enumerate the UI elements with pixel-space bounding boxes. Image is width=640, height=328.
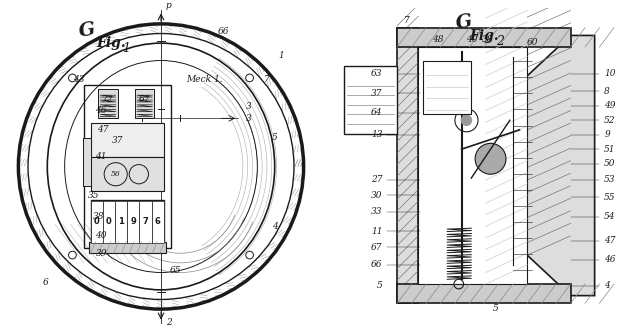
Bar <box>84 85 171 248</box>
Bar <box>91 201 103 243</box>
Text: 7: 7 <box>264 75 270 84</box>
Text: 5: 5 <box>272 133 278 142</box>
Text: 50: 50 <box>604 159 616 168</box>
Text: G: G <box>77 21 97 41</box>
Bar <box>419 47 527 284</box>
Bar <box>91 157 164 191</box>
Text: 47: 47 <box>97 125 109 134</box>
Text: 53: 53 <box>604 175 616 184</box>
Text: 37: 37 <box>112 136 124 145</box>
Text: 43: 43 <box>74 75 85 84</box>
Text: 38: 38 <box>93 212 104 221</box>
Bar <box>152 201 164 243</box>
Text: 2: 2 <box>497 35 504 48</box>
Text: 0: 0 <box>106 217 112 226</box>
Text: 2: 2 <box>166 318 172 327</box>
Bar <box>140 201 152 243</box>
Text: 1: 1 <box>118 217 124 226</box>
Text: 6: 6 <box>155 217 161 226</box>
Text: 66: 66 <box>371 260 383 269</box>
Text: 63: 63 <box>371 70 383 78</box>
Text: 6: 6 <box>42 277 48 287</box>
Text: 10: 10 <box>604 70 616 78</box>
Text: 67: 67 <box>371 243 383 252</box>
Text: 56: 56 <box>111 170 120 178</box>
Text: 33: 33 <box>371 207 383 216</box>
Text: 5: 5 <box>493 304 499 313</box>
Text: 72: 72 <box>102 94 114 104</box>
Text: 54: 54 <box>604 212 616 221</box>
Text: 7: 7 <box>404 15 410 25</box>
Bar <box>135 90 154 118</box>
Text: 47: 47 <box>604 236 616 245</box>
Bar <box>83 137 91 186</box>
Text: 4: 4 <box>272 222 278 231</box>
Text: 39: 39 <box>95 249 107 258</box>
Text: 13: 13 <box>371 130 383 139</box>
Text: 7: 7 <box>143 217 148 226</box>
Text: G: G <box>455 12 474 33</box>
Text: 46: 46 <box>95 106 107 115</box>
Text: 9: 9 <box>131 217 136 226</box>
Bar <box>397 28 419 303</box>
Text: 35: 35 <box>88 191 99 200</box>
Text: 64: 64 <box>371 108 383 117</box>
Text: 46: 46 <box>604 256 616 264</box>
Bar <box>115 201 127 243</box>
Text: 40: 40 <box>95 231 107 240</box>
Text: 55: 55 <box>604 193 616 202</box>
Bar <box>89 242 166 253</box>
Text: 9: 9 <box>604 130 610 139</box>
Bar <box>91 123 164 157</box>
Circle shape <box>461 114 472 126</box>
Bar <box>397 284 570 303</box>
Text: 41: 41 <box>95 153 107 161</box>
Text: 38: 38 <box>482 35 493 44</box>
Text: 65: 65 <box>170 266 181 275</box>
Text: 0: 0 <box>94 217 100 226</box>
Bar <box>397 28 570 47</box>
Bar <box>103 201 115 243</box>
Bar <box>344 66 397 134</box>
Text: 40: 40 <box>465 35 477 44</box>
Circle shape <box>475 143 506 174</box>
Text: Fig.: Fig. <box>469 29 499 43</box>
Text: p: p <box>166 1 172 10</box>
Text: 30: 30 <box>371 191 383 200</box>
Bar <box>99 90 118 118</box>
Text: 49: 49 <box>604 101 616 110</box>
Text: 3: 3 <box>246 102 252 111</box>
Bar <box>423 61 471 114</box>
Text: Meck 1.: Meck 1. <box>186 75 223 84</box>
Text: Fig.: Fig. <box>97 36 126 50</box>
Text: 3: 3 <box>246 114 252 123</box>
Text: 60: 60 <box>526 38 538 47</box>
Text: 5: 5 <box>377 281 383 291</box>
Text: 48: 48 <box>432 35 444 44</box>
Text: 51: 51 <box>604 145 616 154</box>
Text: 8: 8 <box>604 87 610 96</box>
Text: 27: 27 <box>371 175 383 184</box>
Text: 1: 1 <box>278 51 284 60</box>
Text: 67: 67 <box>139 94 150 104</box>
Text: 1: 1 <box>122 42 131 55</box>
Text: 66: 66 <box>218 27 229 36</box>
Text: 11: 11 <box>371 227 383 236</box>
Text: 52: 52 <box>604 116 616 125</box>
Text: 37: 37 <box>371 89 383 98</box>
Polygon shape <box>527 35 595 296</box>
Bar <box>127 201 140 243</box>
Bar <box>91 200 164 244</box>
Text: 4: 4 <box>604 281 610 291</box>
